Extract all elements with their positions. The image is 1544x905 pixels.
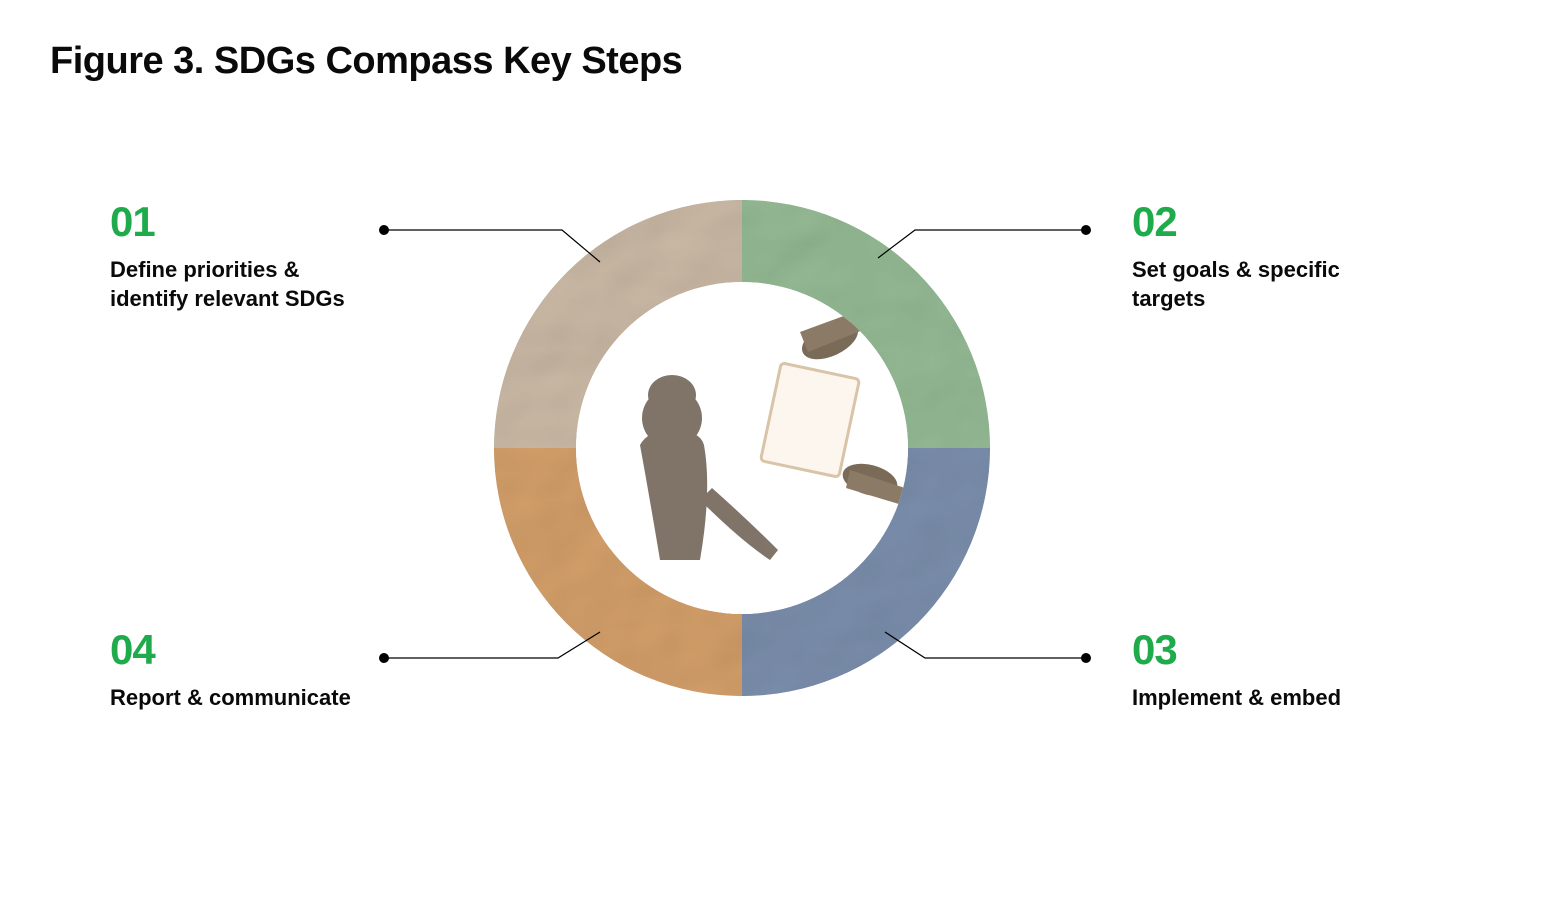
step-04: 04 Report & communicate xyxy=(110,626,370,713)
step-number: 04 xyxy=(110,626,370,674)
connector-dot-01 xyxy=(379,225,389,235)
connector-line-01 xyxy=(384,230,600,262)
diagram: 01 Define priorities & identify relevant … xyxy=(0,0,1544,900)
connector-dot-04 xyxy=(379,653,389,663)
step-number: 03 xyxy=(1132,626,1392,674)
connector-dot-03 xyxy=(1081,653,1091,663)
step-description: Report & communicate xyxy=(110,684,370,713)
step-description: Set goals & specific targets xyxy=(1132,256,1392,313)
compass-svg xyxy=(0,0,1544,900)
connector-line-02 xyxy=(878,230,1086,258)
step-01: 01 Define priorities & identify relevant … xyxy=(110,198,370,313)
connector-line-04 xyxy=(384,632,600,658)
step-number: 02 xyxy=(1132,198,1392,246)
connector-line-03 xyxy=(885,632,1086,658)
connector-dot-02 xyxy=(1081,225,1091,235)
step-description: Implement & embed xyxy=(1132,684,1392,713)
step-number: 01 xyxy=(110,198,370,246)
step-description: Define priorities & identify relevant SD… xyxy=(110,256,370,313)
step-03: 03 Implement & embed xyxy=(1132,626,1392,713)
step-02: 02 Set goals & specific targets xyxy=(1132,198,1392,313)
